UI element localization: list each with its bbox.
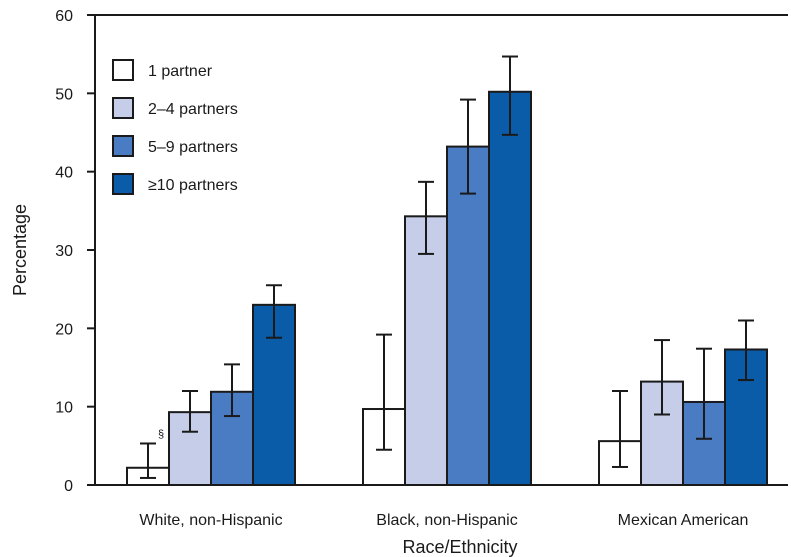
legend-label: 2–4 partners (148, 101, 238, 118)
x-category-label: Mexican American (618, 512, 749, 529)
y-tick-label: 0 (64, 478, 73, 495)
y-tick-label: 60 (55, 8, 73, 25)
legend-swatch (112, 59, 134, 81)
annotation-note: § (158, 428, 164, 440)
legend-label: 5–9 partners (148, 139, 238, 156)
bar (404, 215, 448, 486)
bar (446, 145, 490, 486)
legend-swatch (112, 97, 134, 119)
x-category-label: Black, non-Hispanic (376, 512, 517, 529)
x-axis: White, non-Hispanic Black, non-Hispanic Me… (95, 484, 788, 529)
y-axis: 0 10 20 30 40 50 60 (55, 8, 788, 495)
legend-label: ≥10 partners (148, 177, 238, 194)
y-axis-title: Percentage (10, 204, 30, 296)
y-tick-label: 40 (55, 165, 73, 182)
legend-swatch (112, 135, 134, 157)
y-tick-label: 50 (55, 86, 73, 103)
y-tick-label: 10 (55, 400, 73, 417)
bar (488, 90, 532, 487)
x-axis-title: Race/Ethnicity (402, 537, 517, 557)
x-category-label: White, non-Hispanic (139, 512, 282, 529)
legend-swatch (112, 173, 134, 195)
y-tick-label: 20 (55, 321, 73, 338)
plot-area: § (126, 55, 768, 487)
legend: 1 partner 2–4 partners 5–9 partners ≥10 par… (112, 59, 238, 195)
y-tick-label: 30 (55, 243, 73, 260)
legend-label: 1 partner (148, 63, 213, 80)
